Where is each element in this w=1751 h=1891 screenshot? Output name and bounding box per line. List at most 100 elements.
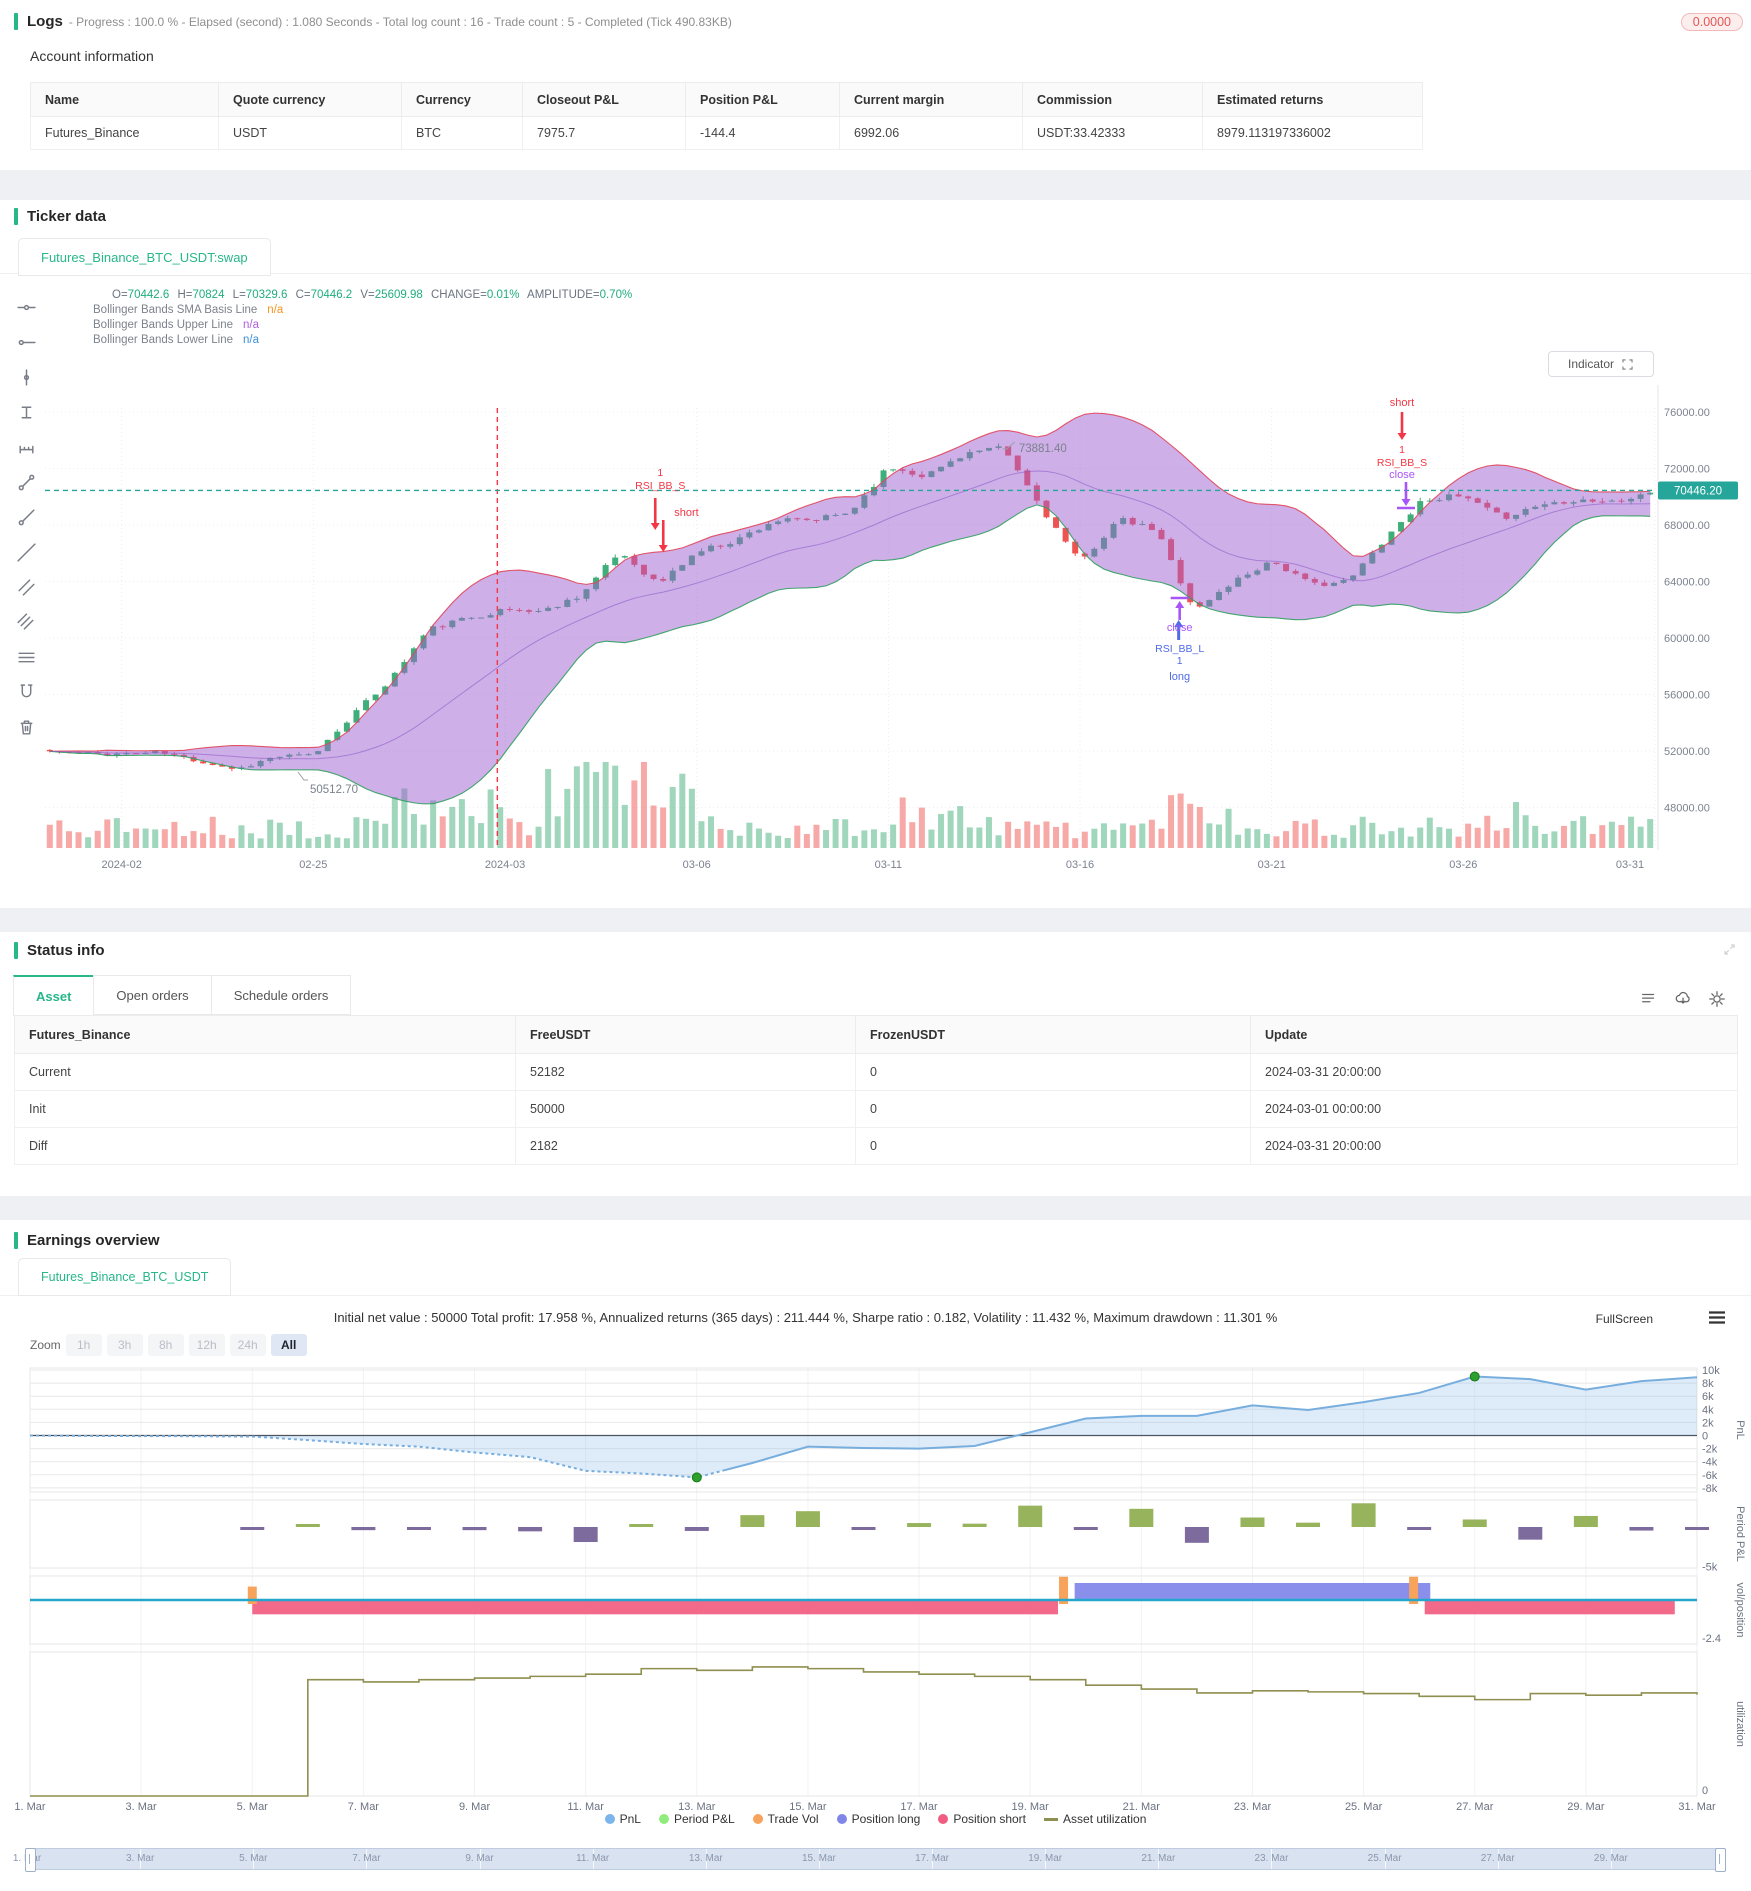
zoom-8h[interactable]: 8h: [147, 1334, 184, 1356]
tab-asset[interactable]: Asset: [13, 975, 95, 1016]
svg-text:17. Mar: 17. Mar: [900, 1801, 938, 1813]
tab-open-orders[interactable]: Open orders: [93, 975, 212, 1015]
legend-item-trade-vol[interactable]: Trade Vol: [752, 1812, 819, 1826]
legend-item-period-p-l[interactable]: Period P&L: [658, 1812, 735, 1826]
svg-text:-5k: -5k: [1702, 1562, 1718, 1574]
col-account: Futures_Binance: [14, 1015, 516, 1054]
trend-line-icon[interactable]: [16, 472, 37, 493]
cloud-download-icon[interactable]: [1674, 990, 1692, 1008]
cell-init-frozen: 0: [855, 1090, 1251, 1128]
trash-icon[interactable]: [16, 717, 37, 738]
row-diff: Diff 2182 0 2024-03-31 20:00:00: [14, 1127, 1738, 1165]
list-icon[interactable]: [1640, 990, 1658, 1008]
earnings-chart[interactable]: 10k8k6k4k2k0-2k-4k-6k-8k-5k-2.40PnLPerio…: [0, 1360, 1751, 1820]
svg-text:0: 0: [1702, 1431, 1708, 1443]
navigator-label: 21. Mar: [1141, 1853, 1176, 1864]
earnings-title: Earnings overview: [27, 1232, 160, 1249]
status-toolbar-icons[interactable]: [1640, 990, 1726, 1008]
zoom-24h[interactable]: 24h: [229, 1334, 266, 1356]
col-name: Name: [30, 82, 219, 117]
extended-line-icon[interactable]: [16, 542, 37, 563]
svg-text:long: long: [1169, 671, 1190, 683]
legend-dot-marker: [752, 1814, 763, 1824]
svg-text:03-11: 03-11: [875, 859, 902, 871]
legend-item-position-long[interactable]: Position long: [836, 1812, 920, 1826]
navigator-tick: [1384, 1849, 1386, 1869]
zoom-all[interactable]: All: [270, 1334, 307, 1356]
legend-item-pnl[interactable]: PnL: [604, 1812, 641, 1826]
logs-title: Logs: [27, 13, 63, 30]
svg-text:PnL: PnL: [1734, 1420, 1746, 1440]
svg-text:03-16: 03-16: [1066, 859, 1094, 871]
status-title: Status info: [27, 942, 105, 959]
horizontal-ray-icon[interactable]: [16, 332, 37, 353]
chart-menu-icon[interactable]: [1707, 1308, 1727, 1328]
svg-text:4k: 4k: [1702, 1404, 1714, 1416]
svg-text:-8k: -8k: [1702, 1483, 1718, 1495]
earnings-section: Earnings overview Futures_Binance_BTC_US…: [0, 1220, 1751, 1891]
navigator-tick: [705, 1849, 707, 1869]
collapse-icon[interactable]: [1722, 942, 1737, 957]
zoom-3h[interactable]: 3h: [106, 1334, 143, 1356]
svg-text:52000.00: 52000.00: [1664, 746, 1710, 758]
navigator-tick: [1271, 1849, 1273, 1869]
price-range-icon[interactable]: [16, 402, 37, 423]
svg-text:21. Mar: 21. Mar: [1123, 1801, 1161, 1813]
indicator-button[interactable]: Indicator: [1548, 351, 1654, 377]
tab-schedule-orders[interactable]: Schedule orders: [210, 975, 352, 1015]
navigator-tick: [1497, 1849, 1499, 1869]
ray-line-icon[interactable]: [16, 507, 37, 528]
svg-text:60000.00: 60000.00: [1664, 633, 1710, 645]
navigator-left-handle[interactable]: [25, 1848, 36, 1872]
status-table: Futures_Binance FreeUSDT FrozenUSDT Upda…: [14, 1015, 1738, 1165]
svg-text:2k: 2k: [1702, 1417, 1714, 1429]
status-section: Status info Asset Open orders Schedule o…: [0, 932, 1751, 1196]
position-short-band: [252, 1600, 1058, 1615]
status-tabs: Asset Open orders Schedule orders: [13, 975, 352, 1016]
magnet-icon[interactable]: [16, 682, 37, 703]
cell-closeout-pnl: 7975.7: [522, 116, 686, 150]
horizontal-segment-icon[interactable]: [16, 297, 37, 318]
col-free-usdt: FreeUSDT: [515, 1015, 856, 1054]
col-quote-currency: Quote currency: [218, 82, 402, 117]
list-lines-icon[interactable]: [16, 647, 37, 668]
svg-text:close: close: [1389, 469, 1415, 481]
measure-icon[interactable]: [16, 437, 37, 458]
svg-text:68000.00: 68000.00: [1664, 520, 1710, 532]
zoom-1h[interactable]: 1h: [65, 1334, 102, 1356]
tab-ticker-symbol[interactable]: Futures_Binance_BTC_USDT:swap: [18, 238, 271, 276]
navigator-tick: [932, 1849, 934, 1869]
navigator-right-handle[interactable]: [1715, 1848, 1726, 1872]
drawing-toolbar[interactable]: [16, 297, 37, 738]
gear-icon[interactable]: [1708, 990, 1726, 1008]
pnl-min-marker: [691, 1472, 702, 1483]
legend-item-asset-utilization[interactable]: Asset utilization: [1044, 1812, 1146, 1826]
account-header-row: Name Quote currency Currency Closeout P&…: [30, 82, 1423, 117]
svg-text:9. Mar: 9. Mar: [459, 1801, 491, 1813]
cell-position-pnl: -144.4: [685, 116, 840, 150]
col-position-pnl: Position P&L: [685, 82, 840, 117]
cell-init-label: Init: [14, 1090, 516, 1128]
navigator-tick: [1158, 1849, 1160, 1869]
hatch-lines-icon[interactable]: [16, 612, 37, 633]
navigator-label: 13. Mar: [688, 1853, 723, 1864]
candlestick-chart[interactable]: 2024-02 02-25 2024-03 03-06 03-11 03-16 03-21 0…: [0, 290, 1751, 908]
legend-dot-marker: [836, 1814, 847, 1824]
zoom-12h[interactable]: 12h: [188, 1334, 225, 1356]
vertical-segment-icon[interactable]: [16, 367, 37, 388]
svg-text:8k: 8k: [1702, 1378, 1714, 1390]
status-badge: 0.0000: [1680, 13, 1743, 31]
fullscreen-button[interactable]: FullScreen: [1595, 1312, 1653, 1326]
section-accent-bar: [14, 13, 18, 30]
tab-earnings-symbol[interactable]: Futures_Binance_BTC_USDT: [18, 1258, 232, 1296]
legend-item-position-short[interactable]: Position short: [938, 1812, 1026, 1826]
earnings-header: Earnings overview: [14, 1232, 160, 1249]
utilization-line: [30, 1666, 1698, 1797]
col-update: Update: [1250, 1015, 1738, 1054]
cell-current-label[interactable]: Current: [14, 1053, 516, 1091]
account-row: Futures_Binance USDT BTC 7975.7 -144.4 6…: [30, 116, 1423, 150]
pnl-line: [724, 1375, 1698, 1472]
parallel-channel-icon[interactable]: [16, 577, 37, 598]
navigator-label: 25. Mar: [1367, 1853, 1402, 1864]
